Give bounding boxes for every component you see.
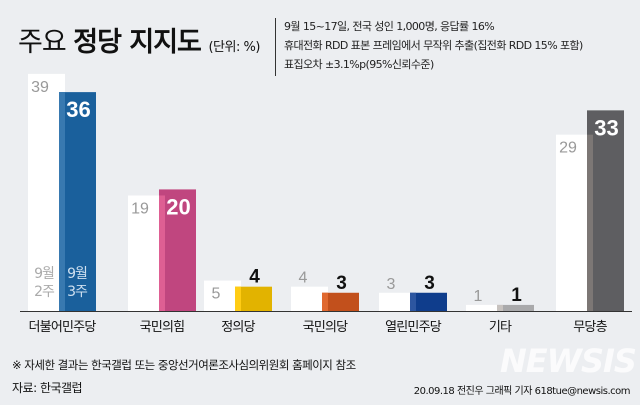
bar-prev xyxy=(204,280,241,311)
bar-current xyxy=(322,292,359,311)
bar-overlap xyxy=(322,292,328,311)
title-bold: 정당 지지도 xyxy=(73,27,202,58)
category-label: 국민의당 xyxy=(303,320,348,335)
bar-overlap xyxy=(159,195,165,311)
source: 자료: 한국갤럽 xyxy=(12,381,83,395)
value-label-prev: 5 xyxy=(212,286,221,303)
bar-overlap xyxy=(587,134,593,311)
series-legend-label: 2주 xyxy=(34,284,55,300)
series-legend-label: 9월 xyxy=(67,266,87,282)
value-label-prev: 1 xyxy=(474,288,483,305)
value-label-current: 20 xyxy=(166,194,190,219)
value-label-prev: 39 xyxy=(31,79,49,96)
bar-current xyxy=(235,286,272,311)
bar-prev xyxy=(379,292,416,311)
note-line: 9월 15~17일, 전국 성인 1,000명, 응답률 16% xyxy=(284,20,495,33)
bar-prev xyxy=(291,286,328,311)
value-label-current: 33 xyxy=(594,115,618,140)
category-label: 열린민주당 xyxy=(385,320,442,335)
category-label: 국민의힘 xyxy=(140,320,185,335)
category-label: 무당층 xyxy=(573,320,607,335)
survey-notes: 9월 15~17일, 전국 성인 1,000명, 응답률 16% 휴대전화 RD… xyxy=(284,17,583,74)
bar-current xyxy=(59,92,96,312)
bar-overlap xyxy=(59,92,65,312)
credit: 20.09.18 전진우 그래픽 기자 618tue@newsis.com xyxy=(413,386,631,397)
title-normal: 주요 xyxy=(18,27,67,58)
chart-title: 주요 정당 지지도 (단위: %) xyxy=(18,20,260,59)
divider xyxy=(275,18,276,76)
unit-label: (단위: %) xyxy=(208,40,260,55)
category-label: 정의당 xyxy=(221,320,255,335)
series-legend-label: 3주 xyxy=(67,284,88,300)
bar-current xyxy=(159,189,196,311)
category-label: 더불어민주당 xyxy=(29,320,97,335)
value-label-prev: 3 xyxy=(387,276,396,293)
category-label: 기타 xyxy=(489,320,512,335)
bar-prev xyxy=(556,134,593,311)
value-label-current: 4 xyxy=(249,267,260,288)
note-line: 표집오차 ±3.1%p(95%신뢰수준) xyxy=(284,58,434,71)
note-line: 휴대전화 RDD 표본 프레임에서 무작위 추출(집전화 RDD 15% 포함) xyxy=(284,39,583,52)
bar-prev xyxy=(128,195,165,311)
newsis-logo: NEWSIS xyxy=(500,342,637,380)
value-label-current: 3 xyxy=(424,273,435,294)
value-label-prev: 29 xyxy=(559,140,577,157)
bar-current xyxy=(410,292,447,311)
bar-prev xyxy=(466,304,503,311)
value-label-current: 3 xyxy=(336,273,347,294)
bar-overlap xyxy=(497,304,503,311)
bar-overlap xyxy=(410,292,416,311)
bar-prev xyxy=(28,73,65,311)
value-label-prev: 19 xyxy=(131,200,149,217)
bar-current xyxy=(587,110,624,311)
value-label-current: 36 xyxy=(66,97,90,122)
series-legend-label: 9월 xyxy=(34,266,54,282)
value-label-current: 1 xyxy=(511,285,522,306)
value-label-prev: 4 xyxy=(299,270,308,287)
bar-current xyxy=(497,304,534,311)
bar-overlap xyxy=(235,286,241,311)
footnote: ※ 자세한 결과는 한국갤럽 또는 중앙선거여론조사심의위원회 홈페이지 참조 xyxy=(12,358,356,372)
